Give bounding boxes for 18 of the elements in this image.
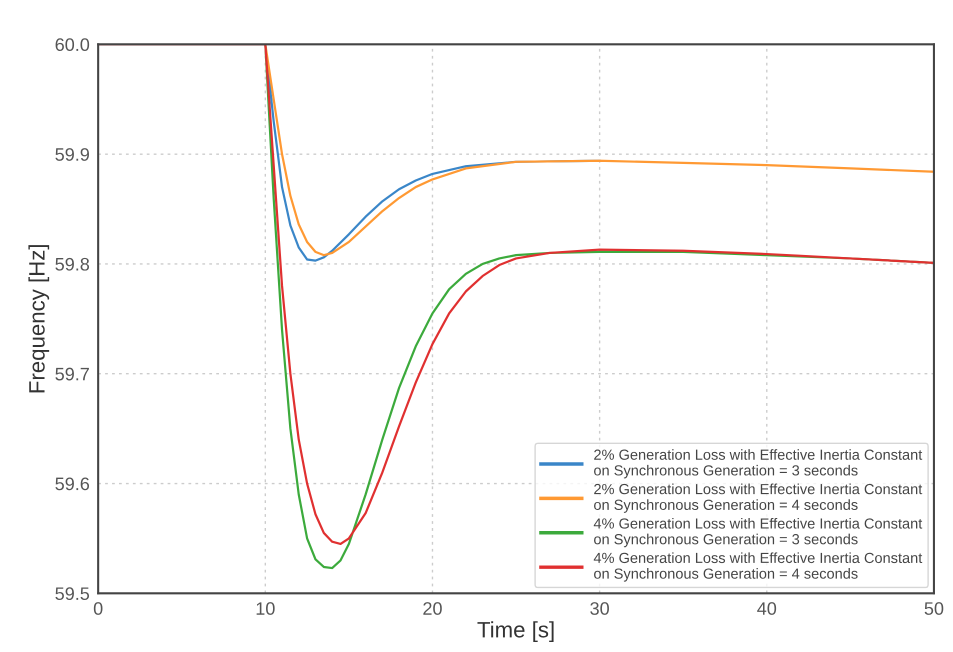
y-tick-label: 59.6 — [55, 477, 90, 490]
legend-label: 2% Generation Loss with Effective Inertia Constant on Synchronous Generation = 4 seconds — [594, 484, 922, 513]
x-tick-label: 30 — [590, 602, 609, 615]
x-tick-label: 10 — [256, 602, 275, 615]
x-tick-label: 0 — [94, 602, 102, 615]
legend-label: 4% Generation Loss with Effective Inertia Constant on Synchronous Generation = 3 seconds — [594, 518, 922, 548]
legend-label: 4% Generation Loss with Effective Inertia Constant on Synchronous Generation = 4 seconds — [594, 552, 922, 582]
legend-label: 2% Generation Loss with Effective Inertia Constant on Synchronous Generation = 3 seconds — [594, 449, 922, 478]
x-tick-label: 40 — [757, 602, 776, 615]
y-tick-label: 59.8 — [55, 258, 90, 271]
y-tick-label: 59.5 — [55, 587, 90, 600]
y-tick-label: 59.9 — [55, 148, 89, 161]
y-tick-label: 60.0 — [56, 38, 90, 52]
x-tick-label: 50 — [924, 602, 944, 615]
y-axis-title: Frequency [Hz] — [28, 245, 50, 392]
x-tick-label: 20 — [423, 602, 442, 615]
y-tick-label: 59.7 — [55, 368, 89, 380]
x-axis-title: Time [s] — [477, 621, 554, 642]
